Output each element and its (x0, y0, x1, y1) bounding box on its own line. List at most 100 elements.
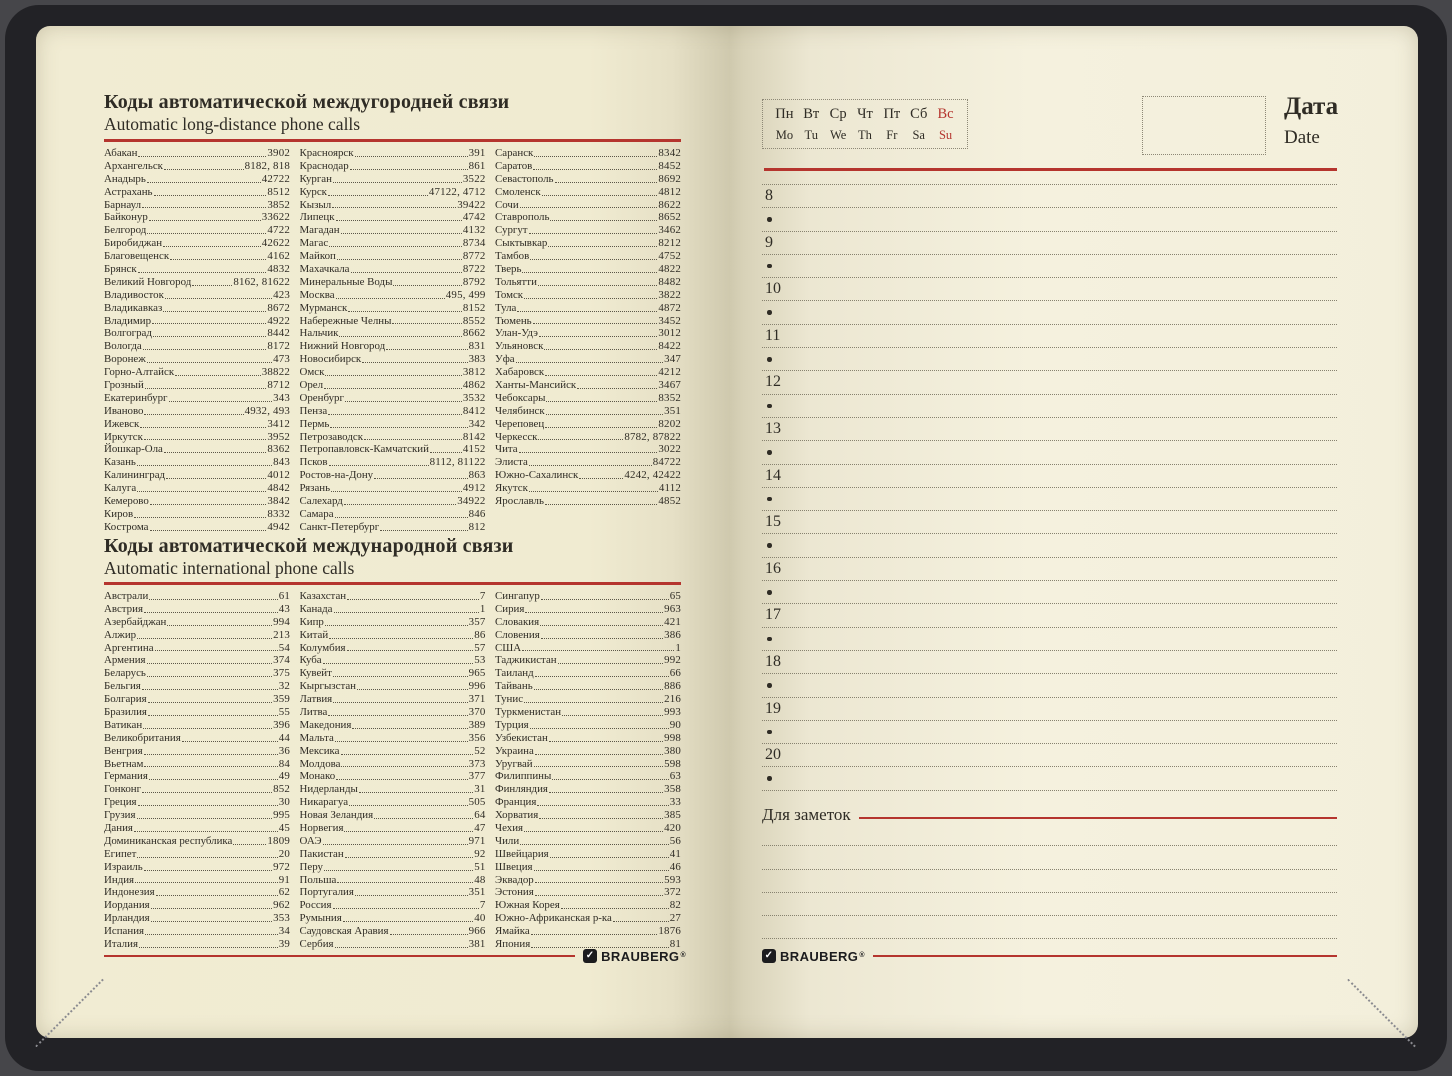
entry-code: 861 (468, 159, 486, 172)
entry-name: Южно-Африканская р-ка (495, 912, 612, 925)
entry-code: 998 (664, 731, 681, 744)
dot-leader (167, 616, 273, 626)
entry-code: 30 (278, 796, 290, 809)
dot-leader (348, 302, 462, 312)
entry-code: 996 (468, 680, 486, 693)
entry-name: Гонконг (104, 783, 142, 796)
code-entry: Пенза 8412 (300, 405, 486, 418)
dot-leader (147, 693, 273, 704)
code-entry: Южная Корея 82 (495, 899, 681, 912)
entry-code: 36 (278, 744, 290, 757)
entry-code: 8342 (658, 147, 681, 159)
hour-row: 13 (762, 416, 1337, 440)
entry-name: Йошкар-Ола (104, 443, 163, 456)
entry-code: 993 (664, 706, 681, 719)
dot-leader (347, 590, 479, 600)
brauberg-logo: ✓ BRAUBERG ® (583, 949, 686, 963)
entry-name: Нижний Новгород (299, 340, 386, 353)
code-entry: Бразилия 55 (104, 706, 290, 719)
bullet-dot-icon (767, 403, 772, 409)
code-entry: Нижний Новгород 831 (300, 340, 486, 353)
entry-name: Великобритания (104, 731, 181, 744)
entry-code: 843 (273, 456, 290, 469)
entry-code: 1 (675, 641, 681, 654)
dot-leader (380, 521, 468, 531)
code-entry: Саранск 8342 (495, 147, 681, 160)
brauberg-logo: ✓ BRAUBERG ® (762, 949, 865, 963)
half-hour-row (762, 766, 1337, 789)
dot-leader (374, 809, 474, 820)
code-entry: Пакистан 92 (300, 848, 486, 861)
dot-leader (532, 315, 658, 325)
entry-code: 8622 (658, 198, 681, 211)
dot-leader (149, 521, 267, 531)
code-entry: США 1 (495, 642, 681, 655)
bullet-dot-icon (767, 217, 772, 222)
dot-leader (148, 770, 278, 781)
dot-leader (145, 925, 278, 936)
entry-code: 213 (273, 628, 290, 641)
weekday-row-ru: Пн Вт Ср Чт Пт Сб Вс (771, 107, 959, 122)
entry-name: Австрия (104, 602, 143, 615)
entry-code: 62 (278, 886, 290, 899)
dot-leader (136, 456, 273, 467)
code-entry: Петрозаводск 8142 (300, 431, 486, 444)
entry-name: Иркутск (104, 430, 143, 443)
entry-code: 505 (468, 796, 486, 809)
entry-code: 4872 (658, 301, 681, 314)
code-entry: Монако 377 (300, 770, 486, 783)
entry-name: Биробиджан (104, 237, 163, 250)
dot-leader (548, 783, 664, 794)
code-entry: Севастополь 8692 (495, 173, 681, 186)
half-hour-row (762, 719, 1337, 743)
entry-code: 3902 (267, 147, 290, 159)
code-entry: Курск 47122, 4712 (300, 186, 486, 199)
date-label-ru: Дата (1284, 93, 1339, 120)
code-entry: Улан-Удэ 3012 (495, 327, 681, 340)
entry-code: 351 (664, 404, 681, 417)
half-hour-row (762, 253, 1337, 277)
entry-name: Курган (299, 172, 332, 185)
code-entry: Новосибирск 383 (300, 353, 486, 366)
entry-code: 863 (468, 469, 486, 482)
entry-name: Кострома (104, 520, 149, 533)
entry-code: 963 (664, 602, 681, 615)
code-entry: Италия 39 (104, 938, 290, 951)
entry-name: Никарагуа (299, 796, 349, 809)
code-entry: Израиль 972 (104, 861, 290, 874)
dot-leader (357, 680, 468, 691)
dot-leader (339, 327, 462, 338)
entry-name: Кемерово (104, 495, 149, 508)
notes-header: Для заметок (762, 799, 1337, 823)
weekday-en-mo: Mo (775, 127, 794, 142)
code-entry: Чехия 420 (495, 822, 681, 835)
dot-leader (323, 861, 474, 871)
code-entry: Орел 4862 (300, 379, 486, 392)
entry-name: Тольятти (495, 275, 537, 288)
entry-name: Архангельск (104, 159, 163, 172)
entry-name: Ростов-на-Дону (299, 469, 374, 482)
dot-leader (524, 693, 664, 704)
entry-name: Азербайджан (104, 615, 167, 628)
dot-leader (137, 796, 278, 807)
dot-leader (344, 848, 474, 858)
hour-row: 10 (762, 277, 1337, 300)
entry-name: Улан-Удэ (495, 327, 538, 340)
entry-name: Великий Новгород (104, 275, 192, 288)
entry-name: Тула (495, 301, 517, 314)
entry-name: Таджикистан (495, 654, 557, 667)
entry-code: 386 (664, 628, 681, 641)
dot-leader (392, 315, 462, 325)
dot-leader (354, 886, 468, 897)
entry-code: 47 (474, 822, 486, 835)
dot-leader (550, 211, 658, 222)
dot-leader (562, 706, 664, 716)
code-entry: Томск 3822 (495, 289, 681, 302)
entry-code: 53 (474, 654, 486, 667)
entry-name: Чебоксары (495, 391, 546, 404)
entry-code: 374 (273, 654, 290, 667)
dot-leader (143, 431, 267, 441)
code-entry: Россия 7 (300, 899, 486, 912)
code-entry: Тамбов 4752 (495, 250, 681, 263)
code-entry: Индия 91 (104, 874, 290, 887)
